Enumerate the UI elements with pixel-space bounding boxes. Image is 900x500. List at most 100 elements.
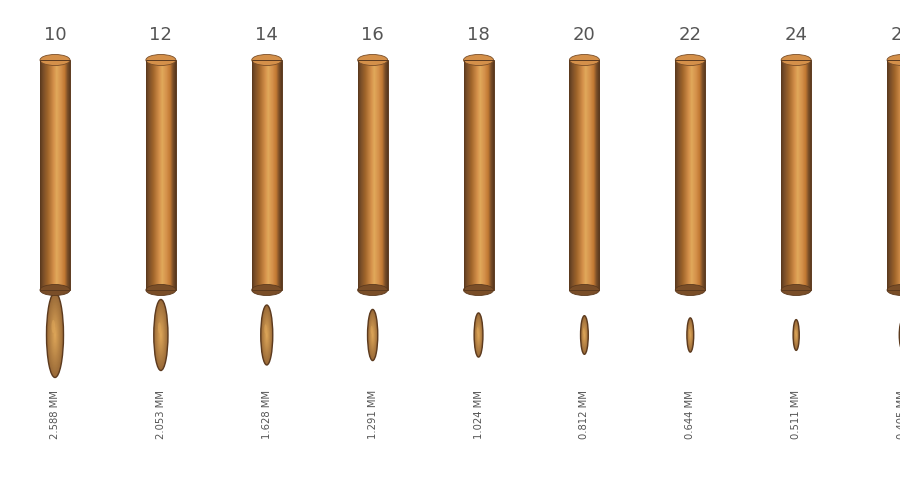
Circle shape (688, 320, 693, 350)
Circle shape (371, 325, 374, 345)
Circle shape (50, 308, 60, 362)
Ellipse shape (357, 284, 388, 296)
Circle shape (687, 319, 694, 351)
Circle shape (793, 320, 799, 350)
Text: 2.053 MM: 2.053 MM (156, 390, 166, 439)
Circle shape (372, 329, 374, 341)
Ellipse shape (40, 284, 70, 296)
Circle shape (157, 314, 165, 356)
Circle shape (580, 316, 588, 354)
Circle shape (49, 302, 61, 368)
Circle shape (263, 313, 271, 357)
Ellipse shape (265, 324, 266, 334)
Text: 0.644 MM: 0.644 MM (685, 390, 696, 439)
Ellipse shape (781, 284, 811, 296)
Circle shape (53, 324, 58, 346)
Circle shape (688, 326, 692, 344)
Circle shape (689, 332, 691, 338)
Circle shape (794, 321, 799, 349)
Circle shape (369, 318, 376, 352)
Circle shape (688, 328, 692, 342)
Text: 26: 26 (891, 26, 900, 44)
Circle shape (154, 300, 168, 370)
Circle shape (687, 318, 694, 352)
Circle shape (155, 303, 167, 367)
Circle shape (156, 310, 166, 360)
Ellipse shape (252, 284, 282, 296)
Ellipse shape (464, 54, 493, 66)
Circle shape (688, 324, 692, 346)
Circle shape (160, 332, 161, 338)
Circle shape (261, 305, 273, 365)
Circle shape (158, 323, 163, 347)
Circle shape (796, 331, 797, 339)
Ellipse shape (146, 54, 176, 66)
Circle shape (371, 324, 375, 346)
Circle shape (52, 322, 58, 348)
Circle shape (475, 318, 482, 352)
Circle shape (688, 320, 693, 350)
Circle shape (368, 314, 377, 356)
Circle shape (261, 306, 273, 364)
Circle shape (581, 322, 587, 348)
Circle shape (50, 312, 59, 358)
Circle shape (582, 326, 586, 344)
Circle shape (475, 319, 482, 351)
Circle shape (581, 319, 588, 351)
Ellipse shape (781, 54, 811, 66)
Circle shape (794, 324, 798, 346)
Bar (357, 60, 388, 290)
Circle shape (688, 328, 692, 342)
Circle shape (581, 318, 588, 352)
Circle shape (794, 323, 798, 347)
Circle shape (582, 324, 587, 345)
Circle shape (158, 321, 164, 349)
Circle shape (689, 332, 691, 338)
Circle shape (48, 300, 62, 370)
Ellipse shape (464, 284, 493, 296)
Circle shape (262, 312, 272, 358)
Circle shape (263, 317, 270, 353)
Circle shape (266, 329, 268, 341)
Circle shape (158, 316, 165, 354)
Text: 0.812 MM: 0.812 MM (580, 390, 590, 439)
Bar (252, 60, 282, 290)
Circle shape (266, 332, 267, 338)
Text: 14: 14 (256, 26, 278, 44)
Circle shape (262, 310, 272, 360)
Circle shape (372, 328, 374, 342)
Circle shape (156, 308, 166, 362)
Circle shape (581, 321, 587, 349)
Text: 0.405 MM: 0.405 MM (897, 390, 900, 439)
Circle shape (583, 330, 585, 340)
Circle shape (795, 326, 798, 344)
Circle shape (372, 330, 374, 340)
Circle shape (580, 317, 588, 353)
Circle shape (157, 312, 166, 358)
Circle shape (582, 324, 587, 346)
Circle shape (475, 316, 482, 354)
Circle shape (54, 332, 56, 338)
Circle shape (688, 326, 692, 344)
Circle shape (156, 312, 166, 358)
Circle shape (52, 321, 58, 349)
Circle shape (476, 322, 482, 348)
Circle shape (580, 318, 588, 352)
Circle shape (580, 316, 589, 354)
Ellipse shape (570, 54, 599, 66)
Ellipse shape (357, 54, 388, 66)
Circle shape (159, 328, 162, 342)
Circle shape (795, 330, 797, 340)
Circle shape (371, 326, 374, 344)
Circle shape (48, 298, 62, 372)
Text: 18: 18 (467, 26, 490, 44)
Circle shape (688, 327, 692, 343)
Circle shape (474, 316, 482, 354)
Circle shape (474, 315, 482, 355)
Text: 1.291 MM: 1.291 MM (367, 390, 378, 439)
Circle shape (478, 332, 479, 338)
Circle shape (478, 330, 480, 340)
Circle shape (794, 324, 798, 345)
Circle shape (158, 322, 164, 348)
Text: 1.628 MM: 1.628 MM (262, 390, 272, 439)
